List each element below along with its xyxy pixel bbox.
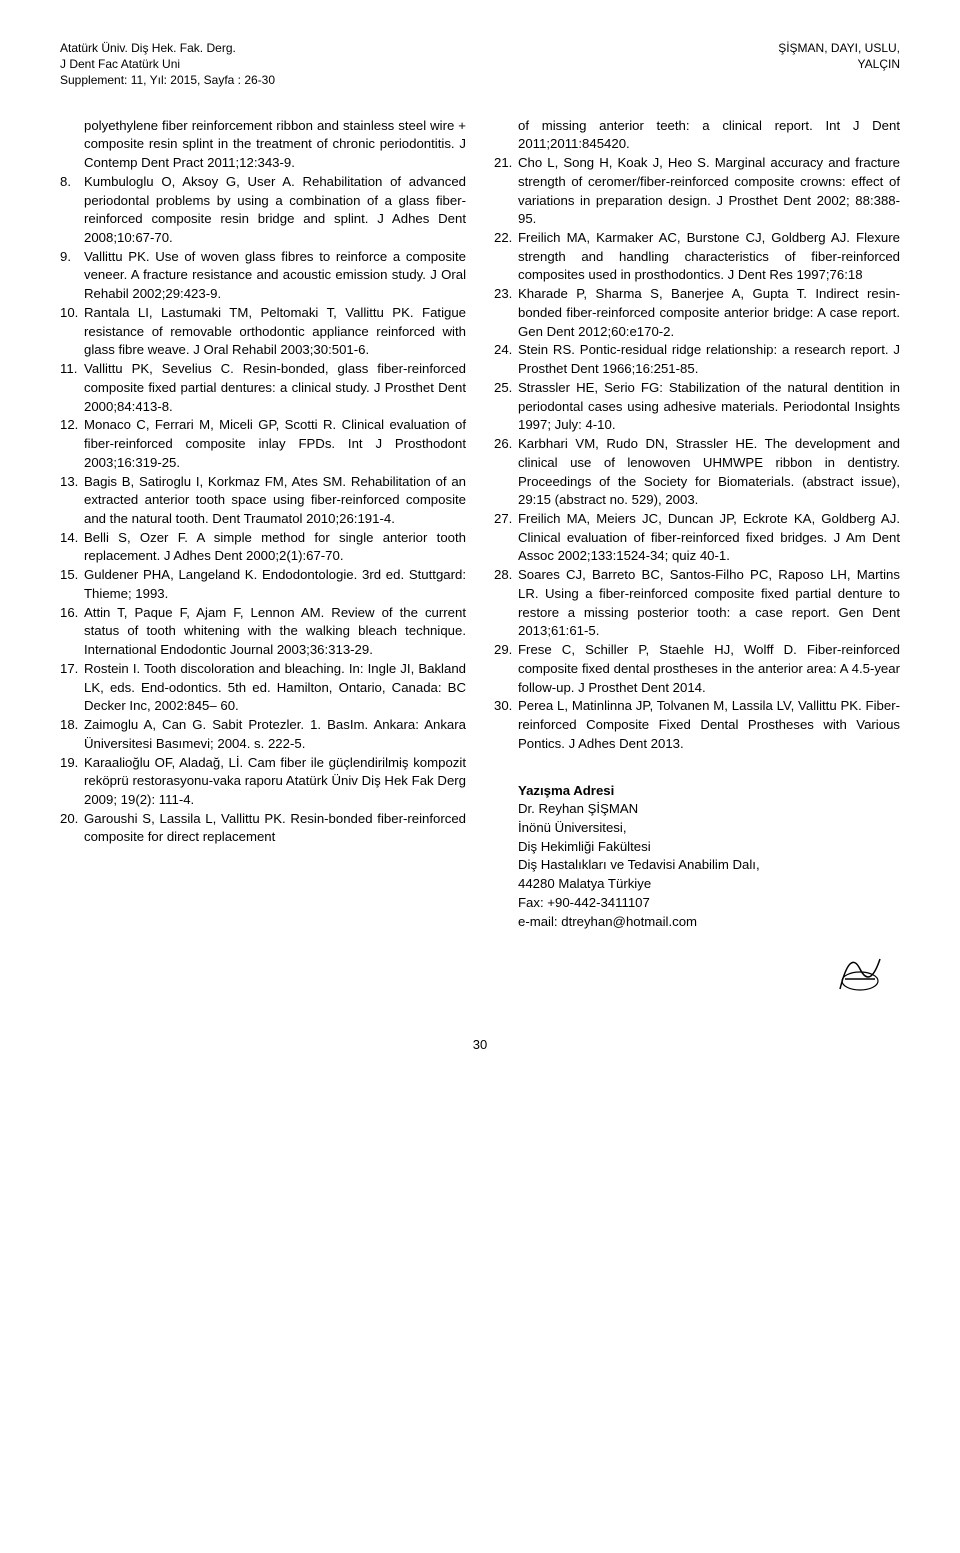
contact-faculty: Diş Hekimliği Fakültesi (518, 838, 900, 857)
reference-number: 28. (494, 566, 518, 641)
contact-city: 44280 Malatya Türkiye (518, 875, 900, 894)
journal-title-en: J Dent Fac Atatürk Uni (60, 56, 275, 72)
reference-item: 28.Soares CJ, Barreto BC, Santos-Filho P… (494, 566, 900, 641)
page-number: 30 (60, 1037, 900, 1052)
reference-number: 14. (60, 529, 84, 566)
contact-name: Dr. Reyhan ŞİŞMAN (518, 800, 900, 819)
reference-item: 8.Kumbuloglu O, Aksoy G, User A. Rehabil… (60, 173, 466, 248)
reference-text: Zaimoglu A, Can G. Sabit Protezler. 1. B… (84, 716, 466, 753)
authors-line1: ŞİŞMAN, DAYI, USLU, (778, 40, 900, 56)
contact-block: Yazışma Adresi Dr. Reyhan ŞİŞMAN İnönü Ü… (494, 782, 900, 932)
ref-continuation: polyethylene fiber reinforcement ribbon … (60, 117, 466, 173)
reference-number: 29. (494, 641, 518, 697)
contact-department: Diş Hastalıkları ve Tedavisi Anabilim Da… (518, 856, 900, 875)
reference-item: 16.Attin T, Paque F, Ajam F, Lennon AM. … (60, 604, 466, 660)
reference-text: Freilich MA, Karmaker AC, Burstone CJ, G… (518, 229, 900, 285)
reference-item: 20.Garoushi S, Lassila L, Vallittu PK. R… (60, 810, 466, 847)
reference-item: 26.Karbhari VM, Rudo DN, Strassler HE. T… (494, 435, 900, 510)
page: Atatürk Üniv. Diş Hek. Fak. Derg. J Dent… (0, 0, 960, 1092)
reference-list-left: 8.Kumbuloglu O, Aksoy G, User A. Rehabil… (60, 173, 466, 847)
reference-item: 29.Frese C, Schiller P, Staehle HJ, Wolf… (494, 641, 900, 697)
reference-text: Karbhari VM, Rudo DN, Strassler HE. The … (518, 435, 900, 510)
reference-item: 18.Zaimoglu A, Can G. Sabit Protezler. 1… (60, 716, 466, 753)
reference-text: Frese C, Schiller P, Staehle HJ, Wolff D… (518, 641, 900, 697)
reference-item: 17.Rostein I. Tooth discoloration and bl… (60, 660, 466, 716)
reference-item: 15.Guldener PHA, Langeland K. Endodontol… (60, 566, 466, 603)
reference-text: Vallittu PK, Sevelius C. Resin-bonded, g… (84, 360, 466, 416)
reference-list-right: 21.Cho L, Song H, Koak J, Heo S. Margina… (494, 154, 900, 754)
contact-title: Yazışma Adresi (518, 782, 900, 801)
reference-number: 27. (494, 510, 518, 566)
reference-item: 13.Bagis B, Satiroglu I, Korkmaz FM, Ate… (60, 473, 466, 529)
reference-number: 23. (494, 285, 518, 341)
reference-number: 19. (60, 754, 84, 810)
reference-number: 18. (60, 716, 84, 753)
reference-number: 16. (60, 604, 84, 660)
reference-number: 10. (60, 304, 84, 360)
reference-text: Strassler HE, Serio FG: Stabilization of… (518, 379, 900, 435)
ref-continuation: of missing anterior teeth: a clinical re… (494, 117, 900, 154)
reference-number: 25. (494, 379, 518, 435)
reference-text: Bagis B, Satiroglu I, Korkmaz FM, Ates S… (84, 473, 466, 529)
contact-university: İnönü Üniversitesi, (518, 819, 900, 838)
page-header: Atatürk Üniv. Diş Hek. Fak. Derg. J Dent… (60, 40, 900, 89)
reference-item: 23.Kharade P, Sharma S, Banerjee A, Gupt… (494, 285, 900, 341)
journal-issue: Supplement: 11, Yıl: 2015, Sayfa : 26-30 (60, 72, 275, 88)
reference-item: 27.Freilich MA, Meiers JC, Duncan JP, Ec… (494, 510, 900, 566)
authors-line2: YALÇIN (778, 56, 900, 72)
contact-email: e-mail: dtreyhan@hotmail.com (518, 913, 900, 932)
reference-item: 12.Monaco C, Ferrari M, Miceli GP, Scott… (60, 416, 466, 472)
signature-icon (494, 939, 900, 1005)
right-column: of missing anterior teeth: a clinical re… (494, 117, 900, 1006)
reference-number: 17. (60, 660, 84, 716)
reference-text: Kharade P, Sharma S, Banerjee A, Gupta T… (518, 285, 900, 341)
left-column: polyethylene fiber reinforcement ribbon … (60, 117, 466, 1006)
reference-item: 9.Vallittu PK. Use of woven glass fibres… (60, 248, 466, 304)
reference-number: 8. (60, 173, 84, 248)
reference-text: Stein RS. Pontic-residual ridge relation… (518, 341, 900, 378)
reference-item: 10.Rantala LI, Lastumaki TM, Peltomaki T… (60, 304, 466, 360)
header-left: Atatürk Üniv. Diş Hek. Fak. Derg. J Dent… (60, 40, 275, 89)
reference-text: Guldener PHA, Langeland K. Endodontologi… (84, 566, 466, 603)
contact-fax: Fax: +90-442-3411107 (518, 894, 900, 913)
reference-text: Kumbuloglu O, Aksoy G, User A. Rehabilit… (84, 173, 466, 248)
reference-number: 9. (60, 248, 84, 304)
reference-item: 19.Karaalioğlu OF, Aladağ, Lİ. Cam fiber… (60, 754, 466, 810)
header-right: ŞİŞMAN, DAYI, USLU, YALÇIN (778, 40, 900, 89)
reference-number: 15. (60, 566, 84, 603)
reference-item: 11.Vallittu PK, Sevelius C. Resin-bonded… (60, 360, 466, 416)
reference-item: 24.Stein RS. Pontic-residual ridge relat… (494, 341, 900, 378)
reference-number: 12. (60, 416, 84, 472)
reference-number: 20. (60, 810, 84, 847)
reference-number: 30. (494, 697, 518, 753)
reference-number: 13. (60, 473, 84, 529)
reference-text: Cho L, Song H, Koak J, Heo S. Marginal a… (518, 154, 900, 229)
reference-item: 30.Perea L, Matinlinna JP, Tolvanen M, L… (494, 697, 900, 753)
content-columns: polyethylene fiber reinforcement ribbon … (60, 117, 900, 1006)
reference-text: Freilich MA, Meiers JC, Duncan JP, Eckro… (518, 510, 900, 566)
reference-text: Soares CJ, Barreto BC, Santos-Filho PC, … (518, 566, 900, 641)
reference-number: 24. (494, 341, 518, 378)
reference-text: Attin T, Paque F, Ajam F, Lennon AM. Rev… (84, 604, 466, 660)
reference-text: Garoushi S, Lassila L, Vallittu PK. Resi… (84, 810, 466, 847)
reference-text: Vallittu PK. Use of woven glass fibres t… (84, 248, 466, 304)
reference-text: Belli S, Ozer F. A simple method for sin… (84, 529, 466, 566)
reference-text: Rostein I. Tooth discoloration and bleac… (84, 660, 466, 716)
reference-item: 25.Strassler HE, Serio FG: Stabilization… (494, 379, 900, 435)
reference-number: 11. (60, 360, 84, 416)
reference-item: 22.Freilich MA, Karmaker AC, Burstone CJ… (494, 229, 900, 285)
reference-item: 21.Cho L, Song H, Koak J, Heo S. Margina… (494, 154, 900, 229)
reference-number: 22. (494, 229, 518, 285)
reference-item: 14.Belli S, Ozer F. A simple method for … (60, 529, 466, 566)
reference-number: 26. (494, 435, 518, 510)
reference-text: Monaco C, Ferrari M, Miceli GP, Scotti R… (84, 416, 466, 472)
reference-text: Karaalioğlu OF, Aladağ, Lİ. Cam fiber il… (84, 754, 466, 810)
reference-number: 21. (494, 154, 518, 229)
reference-text: Perea L, Matinlinna JP, Tolvanen M, Lass… (518, 697, 900, 753)
reference-text: Rantala LI, Lastumaki TM, Peltomaki T, V… (84, 304, 466, 360)
journal-title-tr: Atatürk Üniv. Diş Hek. Fak. Derg. (60, 40, 275, 56)
